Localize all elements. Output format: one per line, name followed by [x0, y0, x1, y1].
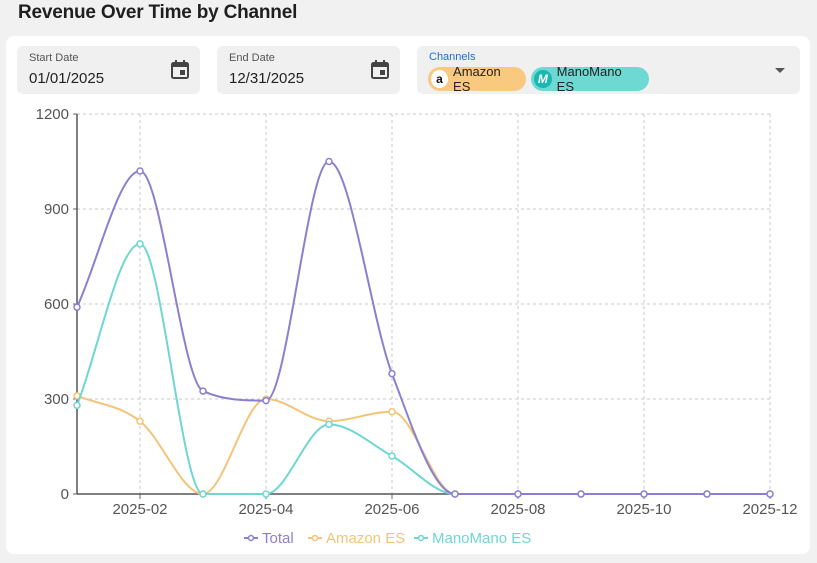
- start-date-field[interactable]: Start Date 01/01/2025: [17, 46, 200, 94]
- calendar-icon[interactable]: [370, 59, 390, 81]
- data-point-amazon-es: [388, 407, 396, 416]
- channels-label: Channels: [429, 51, 476, 63]
- data-point-total: [262, 396, 270, 405]
- manomano-logo-icon: M: [534, 70, 552, 88]
- chip-label: ManoMano ES: [556, 64, 622, 94]
- end-date-field[interactable]: End Date 12/31/2025: [217, 46, 400, 94]
- data-point-amazon-es: [136, 417, 144, 425]
- legend-marker: [311, 534, 319, 542]
- y-tick-label: 900: [44, 201, 69, 218]
- data-point-total: [451, 490, 459, 498]
- y-tick-label: 0: [61, 486, 69, 503]
- data-point-total: [514, 490, 522, 498]
- x-tick-label: 2025-10: [616, 501, 671, 518]
- y-tick-label: 600: [44, 296, 69, 313]
- legend-item-amazon-es[interactable]: Amazon ES: [308, 530, 405, 547]
- data-point-total: [73, 303, 81, 311]
- data-point-manomano-es: [73, 401, 81, 410]
- channels-select[interactable]: Channels a Amazon ES M ManoMano ES: [417, 46, 800, 94]
- start-date-value[interactable]: 01/01/2025: [29, 70, 105, 87]
- data-point-total: [703, 490, 711, 498]
- chip-label: Amazon ES: [453, 64, 501, 94]
- x-tick-label: 2025-04: [238, 501, 293, 518]
- data-point-total: [577, 490, 585, 498]
- legend[interactable]: Total Amazon ES ManoMano ES: [244, 530, 531, 547]
- data-point-manomano-es: [325, 420, 333, 429]
- start-date-label: Start Date: [29, 52, 79, 64]
- series-line-total: [76, 160, 770, 495]
- chart-card: Start Date 01/01/2025 End Date 12/31/202…: [6, 36, 810, 554]
- data-point-total: [325, 157, 333, 166]
- data-point-total: [199, 387, 207, 395]
- data-point-total: [388, 369, 396, 378]
- end-date-value[interactable]: 12/31/2025: [229, 70, 305, 87]
- line-chart: 0 300 600 900 1200 2025-02 2025-04 2025-06 2025-…: [36, 106, 798, 547]
- x-tick-label: 2025-06: [364, 501, 419, 518]
- axes: 0 300 600 900 1200 2025-02 2025-04 2025-06 2025-…: [36, 106, 798, 518]
- legend-label: Amazon ES: [326, 530, 405, 547]
- legend-item-manomano-es[interactable]: ManoMano ES: [414, 530, 531, 547]
- grid: [77, 113, 771, 494]
- legend-label: ManoMano ES: [432, 530, 531, 547]
- data-point-manomano-es: [262, 490, 270, 498]
- legend-marker: [417, 534, 425, 542]
- data-point-manomano-es: [388, 452, 396, 460]
- data-point-total: [640, 490, 648, 498]
- legend-label: Total: [262, 530, 294, 547]
- data-point-manomano-es: [199, 490, 207, 498]
- series-group: [73, 157, 774, 498]
- calendar-icon[interactable]: [170, 59, 190, 81]
- amazon-logo-icon: a: [431, 70, 449, 88]
- legend-marker: [247, 534, 255, 542]
- data-point-total: [766, 490, 774, 498]
- chevron-down-icon[interactable]: [774, 67, 786, 75]
- x-tick-label: 2025-08: [490, 501, 545, 518]
- end-date-label: End Date: [229, 52, 275, 64]
- y-tick-label: 300: [44, 391, 69, 408]
- x-tick-label: 2025-02: [112, 501, 167, 518]
- page-title: Revenue Over Time by Channel: [18, 2, 298, 23]
- chip-manomano-es[interactable]: M ManoMano ES: [531, 64, 649, 94]
- legend-item-total[interactable]: Total: [244, 530, 294, 547]
- data-point-manomano-es: [136, 240, 144, 248]
- x-tick-label: 2025-12: [742, 501, 797, 518]
- chip-amazon-es[interactable]: a Amazon ES: [428, 64, 526, 94]
- y-tick-label: 1200: [36, 106, 69, 123]
- data-point-total: [136, 167, 144, 175]
